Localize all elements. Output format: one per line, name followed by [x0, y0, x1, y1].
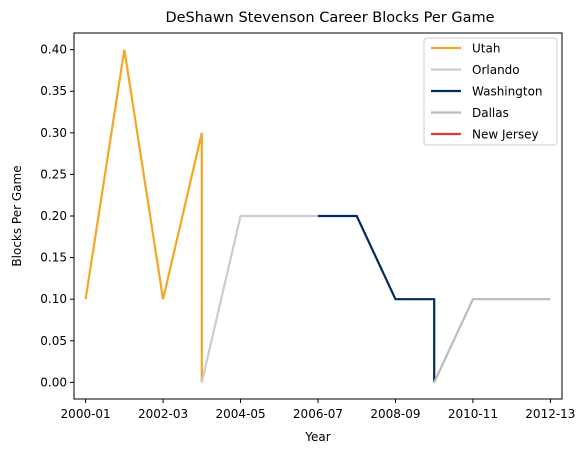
x-tick-label: 2006-07: [293, 407, 343, 421]
legend-label: Washington: [472, 85, 543, 99]
y-tick-label: 0.00: [40, 375, 67, 389]
series-line-dallas: [433, 298, 551, 383]
x-tick-label: 2004-05: [215, 407, 265, 421]
y-tick-label: 0.35: [40, 84, 67, 98]
legend: Utah Orlando Washington Dallas New Jersey: [423, 37, 558, 146]
chart-title: DeShawn Stevenson Career Blocks Per Game: [165, 10, 494, 26]
y-tick-label: 0.15: [40, 251, 67, 265]
legend-label: Utah: [472, 42, 500, 56]
x-tick-label: 2010-11: [448, 407, 498, 421]
y-tick-label: 0.40: [40, 43, 67, 57]
y-axis-title: Blocks Per Game: [10, 165, 24, 266]
plot-lines: [84, 49, 551, 383]
x-tick-label: 2000-01: [61, 407, 111, 421]
y-tick-label: 0.20: [40, 209, 67, 223]
series-line-orlando: [200, 214, 318, 383]
legend-label: Dallas: [472, 106, 509, 120]
x-axis-title: Year: [304, 430, 330, 444]
y-tick-label: 0.30: [40, 126, 67, 140]
series-line-washington: [318, 214, 436, 383]
legend-label: Orlando: [472, 63, 520, 77]
y-axis: 0.00 0.05 0.10 0.15 0.20 0.25 0.30 0.35 0.40: [40, 43, 74, 389]
legend-box: [423, 37, 558, 146]
y-tick-label: 0.10: [40, 292, 67, 306]
x-tick-label: 2012-13: [525, 407, 575, 421]
series-line-utah: [84, 49, 203, 383]
y-tick-label: 0.05: [40, 334, 67, 348]
legend-label: New Jersey: [472, 128, 539, 142]
x-tick-label: 2008-09: [370, 407, 420, 421]
x-axis: 2000-01 2002-03 2004-05 2006-07 2008-09 2010-…: [61, 399, 575, 421]
y-tick-label: 0.25: [40, 167, 67, 181]
x-tick-label: 2002-03: [138, 407, 188, 421]
